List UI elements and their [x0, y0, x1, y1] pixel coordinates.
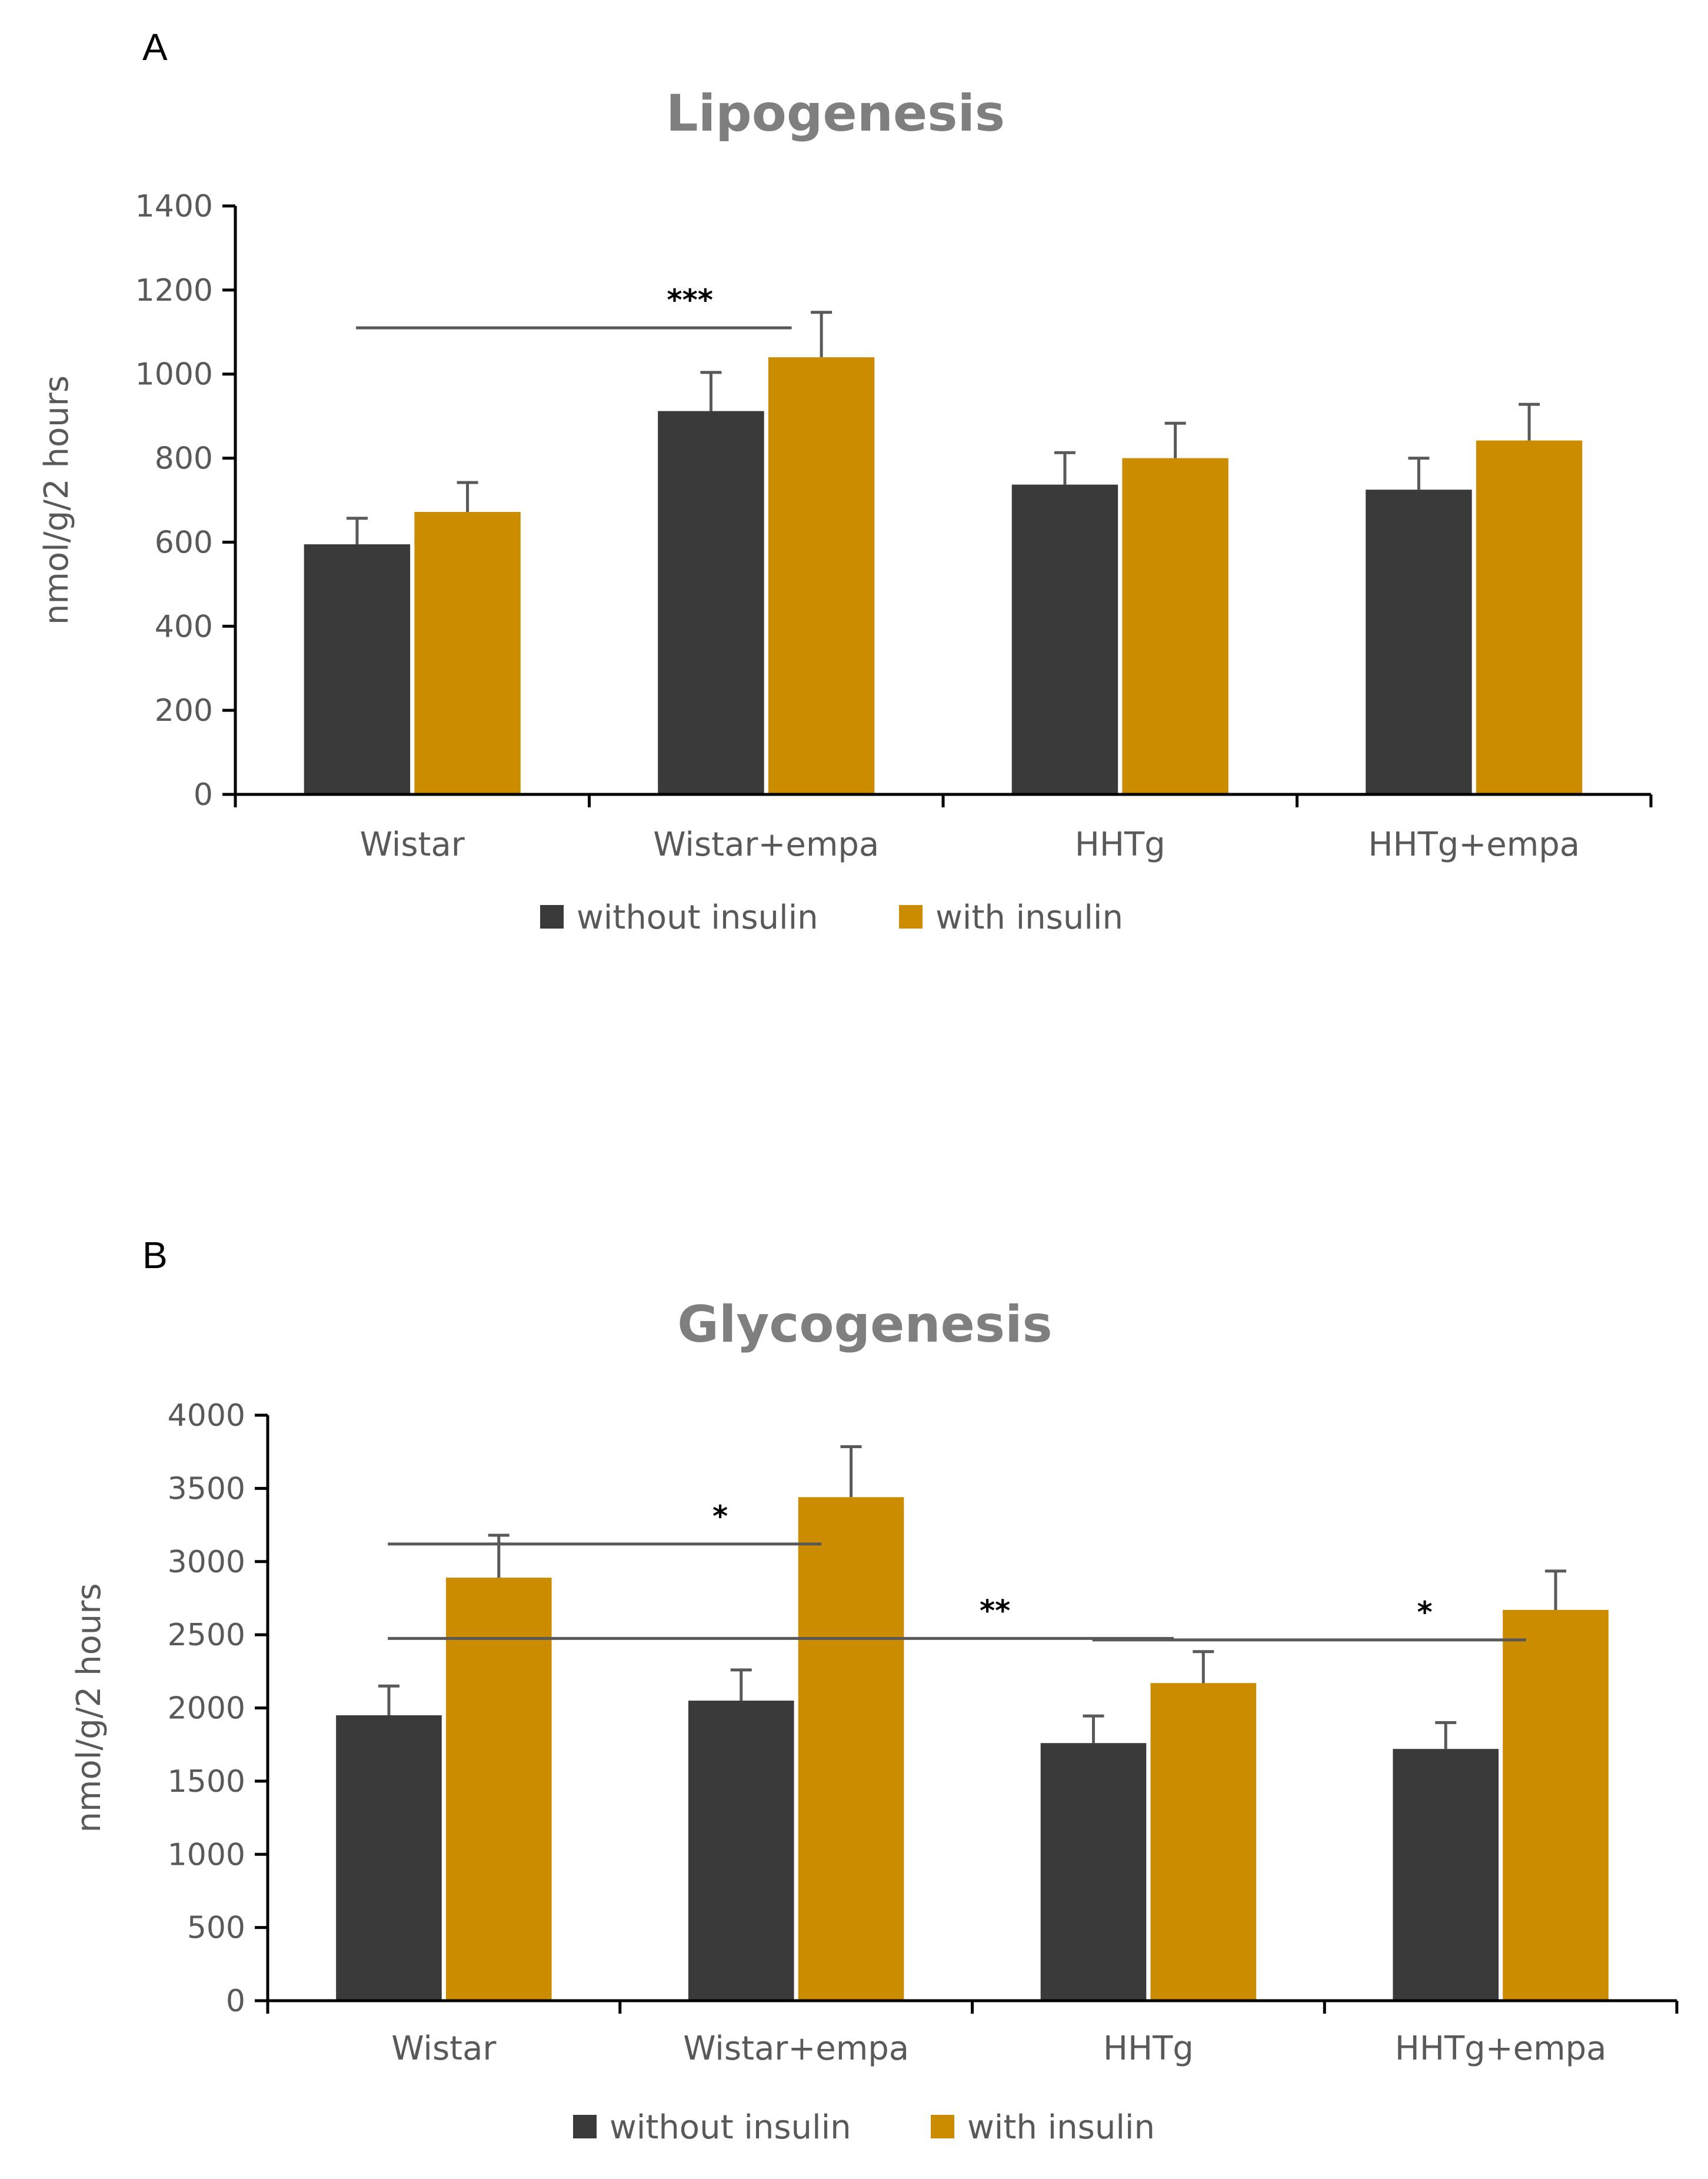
legend-label: without insulin [610, 2108, 851, 2147]
y-tick-label: 400 [155, 609, 213, 644]
significance-marker: ** [980, 1594, 1010, 1628]
y-tick-label: 600 [155, 525, 213, 560]
lipogenesis-chart: Lipogenesis nmol/g/2 hours 0 200 400 600 800 10… [38, 84, 1653, 937]
x-tick-label: HHTg [1103, 2030, 1194, 2068]
y-axis-title: nmol/g/2 hours [70, 1583, 108, 1832]
legend-swatch [573, 2115, 597, 2138]
y-tick-label: 2000 [168, 1691, 245, 1726]
bar-wistar-with-insulin [445, 1578, 552, 2001]
y-tick-label: 0 [194, 777, 213, 813]
y-tick-label: 800 [155, 441, 213, 477]
panel-letter-a: A [142, 26, 168, 68]
bar-hhtg-empa-with-insulin [1503, 1609, 1609, 2001]
bar-hhtg-without-insulin [1040, 1743, 1147, 2001]
bar-hhtg-with-insulin [1122, 458, 1228, 794]
y-tick-label: 1400 [135, 189, 213, 224]
bar-hhtg-empa-without-insulin [1393, 1749, 1499, 2001]
x-tick-label: Wistar [360, 826, 465, 864]
bar-wistar-with-insulin [414, 512, 521, 794]
x-tick-label: HHTg+empa [1395, 2030, 1607, 2068]
legend-swatch [931, 2115, 954, 2138]
x-tick-label: Wistar [391, 2030, 497, 2068]
bar-wistar-empa-with-insulin [768, 357, 875, 794]
bar-hhtg-empa-with-insulin [1476, 440, 1583, 794]
legend-swatch [540, 905, 564, 929]
x-tick-label: HHTg [1075, 826, 1166, 864]
bar-wistar-without-insulin [304, 544, 411, 794]
x-tick-label: HHTg+empa [1368, 826, 1580, 864]
glycogenesis-chart: Glycogenesis nmol/g/2 hours 0 500 1000 1500 20… [70, 1295, 1679, 2147]
y-tick-label: 500 [187, 1911, 245, 1946]
y-tick-label: 3500 [168, 1471, 245, 1506]
x-tick-label: Wistar+empa [653, 826, 879, 864]
y-tick-label: 3000 [168, 1545, 245, 1580]
bar-wistar-empa-with-insulin [798, 1497, 904, 2001]
y-tick-label: 4000 [168, 1398, 245, 1433]
bar-hhtg-with-insulin [1150, 1683, 1257, 2001]
chart-title: Glycogenesis [677, 1295, 1052, 1354]
bar-hhtg-without-insulin [1011, 484, 1118, 794]
y-tick-label: 1000 [168, 1837, 245, 1872]
bar-wistar-without-insulin [336, 1715, 442, 2001]
legend-swatch [899, 905, 923, 929]
bar-wistar-empa-without-insulin [658, 411, 764, 794]
legend-label: with insulin [967, 2108, 1155, 2147]
significance-marker: * [713, 1499, 728, 1533]
significance-marker: *** [667, 283, 713, 317]
legend-label: with insulin [935, 899, 1123, 937]
x-tick-label: Wistar+empa [683, 2030, 909, 2068]
bar-hhtg-empa-without-insulin [1366, 490, 1472, 794]
y-tick-label: 1500 [168, 1764, 245, 1799]
chart-title: Lipogenesis [666, 84, 1005, 143]
bar-wistar-empa-without-insulin [688, 1701, 794, 2001]
y-tick-label: 1000 [135, 357, 213, 392]
legend-label: without insulin [577, 899, 818, 937]
panel-letter-b: B [142, 1234, 168, 1276]
significance-marker: * [1417, 1595, 1433, 1629]
y-tick-label: 1200 [135, 273, 213, 308]
y-tick-label: 0 [226, 1984, 245, 2019]
y-tick-label: 2500 [168, 1618, 245, 1653]
y-tick-label: 200 [155, 693, 213, 728]
y-axis-title: nmol/g/2 hours [38, 375, 76, 625]
